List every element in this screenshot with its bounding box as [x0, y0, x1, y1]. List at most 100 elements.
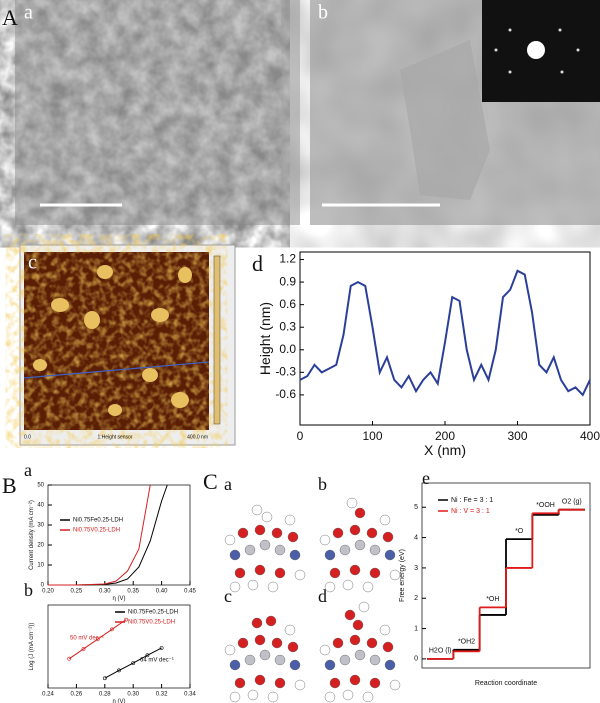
atom	[369, 677, 381, 689]
atom	[254, 524, 266, 536]
atom	[354, 539, 366, 551]
data-point	[81, 647, 86, 651]
atom	[324, 581, 336, 593]
y-tick-label: 1.2	[279, 252, 296, 266]
data-line	[104, 647, 162, 679]
panel-label: b	[318, 2, 328, 24]
step-label: H2O (l)	[429, 648, 452, 655]
data-point	[131, 661, 136, 666]
y-axis-label: Current density (mA cm⁻²)	[29, 500, 35, 570]
afm-label: 400.0 nm	[187, 434, 208, 440]
panel-label: e	[422, 468, 430, 488]
afm-label: 1:Height sensor	[97, 434, 132, 440]
x-tick-label: 0.26	[71, 692, 83, 698]
plot-frame	[47, 604, 191, 689]
step-label: *OH2	[458, 639, 475, 646]
atom	[384, 659, 396, 671]
adsorbate-atom	[251, 504, 263, 516]
panel-label: c	[224, 586, 232, 606]
adsorbate-atom	[346, 497, 358, 509]
panel-label: b	[318, 474, 327, 494]
plot-frame	[421, 482, 591, 669]
x-tick-label: 0.40	[156, 589, 168, 595]
x-tick-label: 0.25	[71, 589, 83, 595]
data-line	[48, 484, 168, 586]
atom	[259, 539, 271, 551]
atom	[329, 677, 341, 689]
atom	[349, 634, 361, 646]
data-line	[48, 484, 151, 586]
atom	[354, 649, 366, 661]
atom	[389, 569, 401, 581]
atom	[284, 624, 296, 636]
legend-label: Ni0.75Fe0.25-LDH	[73, 518, 123, 524]
atom	[324, 691, 336, 703]
legend-label: Ni : Fe = 3 : 1	[451, 497, 493, 504]
atom	[379, 514, 391, 526]
plot-frame	[47, 484, 191, 586]
y-tick-label: 0	[41, 583, 45, 589]
nanosheet	[400, 40, 490, 200]
atom	[342, 689, 354, 701]
x-tick-label: 0.32	[156, 692, 168, 698]
y-tick-label: 0.3	[279, 319, 296, 333]
atom	[384, 549, 396, 561]
atom	[332, 637, 344, 649]
color-bar	[213, 255, 221, 425]
atom	[229, 581, 241, 593]
atom	[259, 649, 271, 661]
atom	[379, 624, 391, 636]
atom	[289, 659, 301, 671]
afm-label: 0.0	[24, 434, 31, 440]
tem-texture	[15, 0, 265, 225]
step-label: *OH	[486, 596, 499, 603]
y-tick-label: 50	[37, 483, 44, 489]
adsorbate-atom	[261, 511, 273, 523]
x-tick-label: 200	[435, 429, 455, 443]
atom	[237, 637, 249, 649]
panel-label: c	[28, 252, 37, 274]
atom	[366, 527, 378, 539]
atom	[234, 677, 246, 689]
data-line	[69, 619, 127, 660]
x-axis-label: η (V)	[112, 699, 125, 703]
atom	[274, 677, 286, 689]
adsorbate-atom	[352, 619, 364, 631]
x-axis-label: η (V)	[112, 596, 125, 602]
atom	[329, 567, 341, 579]
x-tick-label: 400	[580, 429, 600, 443]
x-axis-label: X (nm)	[424, 442, 466, 458]
step-label: O2 (g)	[562, 499, 582, 506]
atom	[234, 567, 246, 579]
atom	[389, 679, 401, 691]
atom	[294, 569, 306, 581]
data-point	[124, 617, 129, 622]
y-tick-label: -0.3	[275, 365, 296, 379]
atom	[289, 549, 301, 561]
x-tick-label: 0.30	[127, 692, 139, 698]
x-tick-label: 0.45	[184, 589, 196, 595]
x-tick-label: 0.34	[184, 692, 196, 698]
data-point	[145, 653, 150, 658]
atom	[271, 637, 283, 649]
panel-label: d	[318, 586, 327, 606]
adsorbate-atom	[358, 601, 370, 613]
atom	[369, 567, 381, 579]
atom	[349, 524, 361, 536]
data-point	[95, 637, 100, 642]
atom	[319, 644, 331, 656]
atom	[362, 691, 374, 703]
atom	[369, 654, 381, 666]
atom	[229, 659, 241, 671]
atom	[224, 534, 236, 546]
y-tick-label: 0.0	[279, 342, 296, 356]
atom	[287, 641, 299, 653]
y-axis-label: Log (J (mA cm⁻²))	[29, 623, 35, 671]
adsorbate-atom	[265, 615, 277, 627]
molecules	[224, 497, 401, 703]
atom	[382, 531, 394, 543]
y-tick-label: 10	[37, 563, 44, 569]
atom	[382, 641, 394, 653]
data-point	[159, 646, 164, 650]
